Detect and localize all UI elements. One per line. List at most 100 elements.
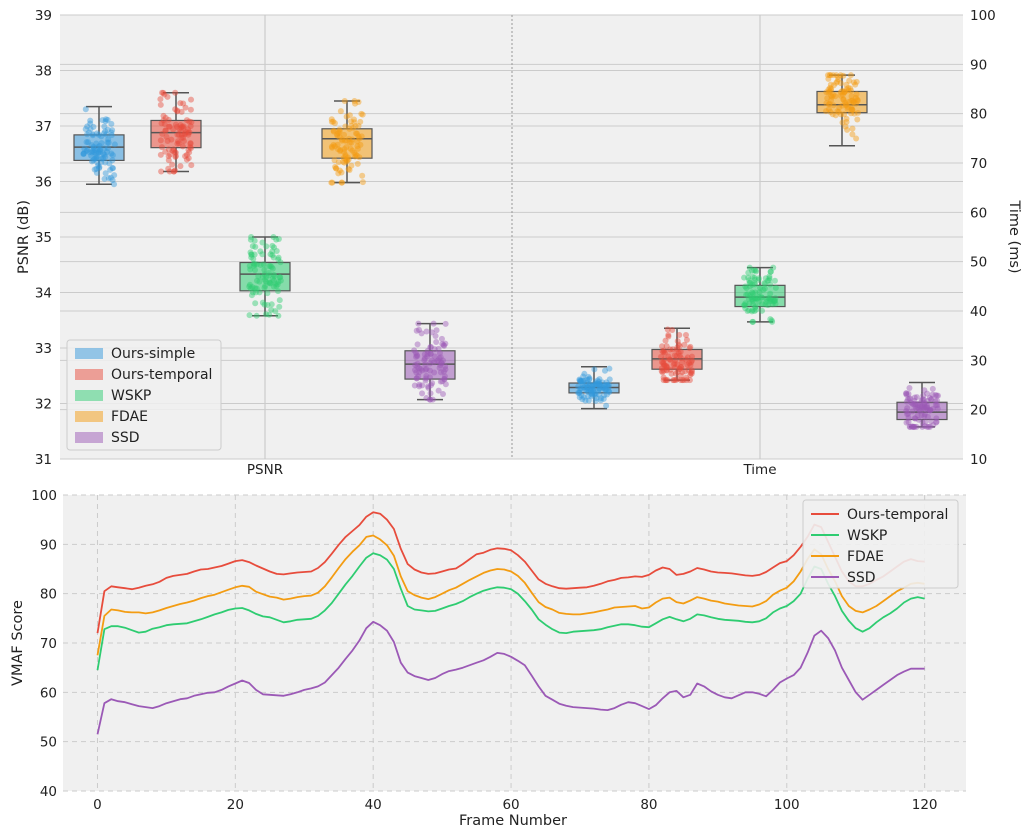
- jitter-point: [659, 343, 666, 350]
- jitter-point: [759, 307, 766, 314]
- jitter-point: [826, 85, 833, 92]
- vmaf-tick-label: 60: [40, 685, 57, 701]
- jitter-point: [160, 89, 167, 96]
- jitter-point: [349, 147, 356, 154]
- jitter-point: [102, 159, 109, 166]
- category-label: Time: [742, 462, 776, 478]
- jitter-point: [268, 301, 275, 308]
- jitter-point: [910, 423, 917, 430]
- jitter-point: [920, 396, 927, 403]
- jitter-point: [846, 98, 853, 105]
- line-chart-x-label: Frame Number: [459, 813, 567, 829]
- jitter-point: [771, 297, 778, 304]
- jitter-point: [842, 123, 849, 130]
- legend-entry: SSD: [111, 430, 140, 446]
- jitter-point: [91, 155, 98, 162]
- psnr-tick-label: 37: [35, 119, 52, 135]
- jitter-point: [260, 261, 267, 268]
- jitter-point: [849, 106, 856, 113]
- jitter-point: [603, 402, 610, 409]
- jitter-point: [111, 181, 118, 188]
- jitter-point: [166, 123, 173, 130]
- jitter-point: [172, 153, 179, 160]
- jitter-point: [352, 130, 359, 137]
- jitter-point: [269, 265, 276, 272]
- jitter-point: [433, 338, 440, 345]
- jitter-point: [845, 104, 852, 111]
- jitter-point: [331, 120, 338, 127]
- vmaf-tick-label: 80: [40, 587, 57, 603]
- frame-tick-label: 100: [774, 797, 800, 813]
- jitter-point: [252, 300, 259, 307]
- jitter-point: [926, 407, 933, 414]
- jitter-point: [918, 405, 925, 412]
- jitter-point: [830, 82, 837, 89]
- jitter-point: [843, 86, 850, 93]
- psnr-tick-label: 34: [35, 286, 52, 302]
- jitter-point: [919, 403, 926, 410]
- jitter-point: [111, 141, 118, 148]
- jitter-point: [178, 108, 185, 115]
- box: [150, 119, 202, 149]
- jitter-point: [750, 301, 757, 308]
- jitter-point: [185, 129, 192, 136]
- jitter-point: [157, 151, 164, 158]
- jitter-point: [904, 396, 911, 403]
- jitter-point: [277, 277, 284, 284]
- jitter-point: [427, 360, 434, 367]
- jitter-point: [662, 377, 669, 384]
- jitter-point: [905, 415, 912, 422]
- jitter-point: [599, 379, 606, 386]
- jitter-point: [180, 100, 187, 107]
- jitter-point: [749, 318, 756, 325]
- jitter-point: [333, 165, 340, 172]
- jitter-point: [350, 124, 357, 131]
- jitter-point: [672, 370, 679, 377]
- jitter-point: [580, 378, 587, 385]
- jitter-point: [834, 108, 841, 115]
- jitter-point: [753, 306, 760, 313]
- vmaf-tick-label: 50: [40, 735, 57, 751]
- jitter-point: [854, 109, 861, 116]
- jitter-point: [670, 361, 677, 368]
- jitter-point: [907, 399, 914, 406]
- jitter-point: [580, 393, 587, 400]
- jitter-point: [744, 308, 751, 315]
- jitter-point: [432, 332, 439, 339]
- jitter-point: [354, 160, 361, 167]
- jitter-point: [586, 381, 593, 388]
- psnr-tick-label: 39: [35, 8, 52, 24]
- jitter-point: [341, 98, 348, 105]
- jitter-point: [682, 332, 689, 339]
- jitter-point: [846, 77, 853, 84]
- jitter-point: [433, 327, 440, 334]
- jitter-point: [908, 423, 915, 430]
- jitter-point: [265, 272, 272, 279]
- jitter-point: [929, 406, 936, 413]
- jitter-point: [357, 118, 364, 125]
- jitter-point: [266, 280, 273, 287]
- jitter-point: [746, 300, 753, 307]
- jitter-point: [88, 158, 95, 165]
- jitter-point: [845, 84, 852, 91]
- jitter-point: [87, 126, 94, 133]
- jitter-point: [346, 112, 353, 119]
- jitter-point: [752, 303, 759, 310]
- jitter-point: [98, 155, 105, 162]
- jitter-point: [847, 85, 854, 92]
- jitter-point: [746, 277, 753, 284]
- jitter-point: [183, 151, 190, 158]
- jitter-point: [852, 94, 859, 101]
- jitter-point: [334, 146, 341, 153]
- jitter-point: [933, 392, 940, 399]
- jitter-point: [904, 405, 911, 412]
- jitter-point: [188, 119, 195, 126]
- jitter-point: [425, 383, 432, 390]
- jitter-point: [677, 372, 684, 379]
- jitter-point: [246, 281, 253, 288]
- jitter-point: [596, 376, 603, 383]
- jitter-point: [764, 277, 771, 284]
- jitter-point: [687, 343, 694, 350]
- jitter-point: [338, 169, 345, 176]
- jitter-point: [343, 156, 350, 163]
